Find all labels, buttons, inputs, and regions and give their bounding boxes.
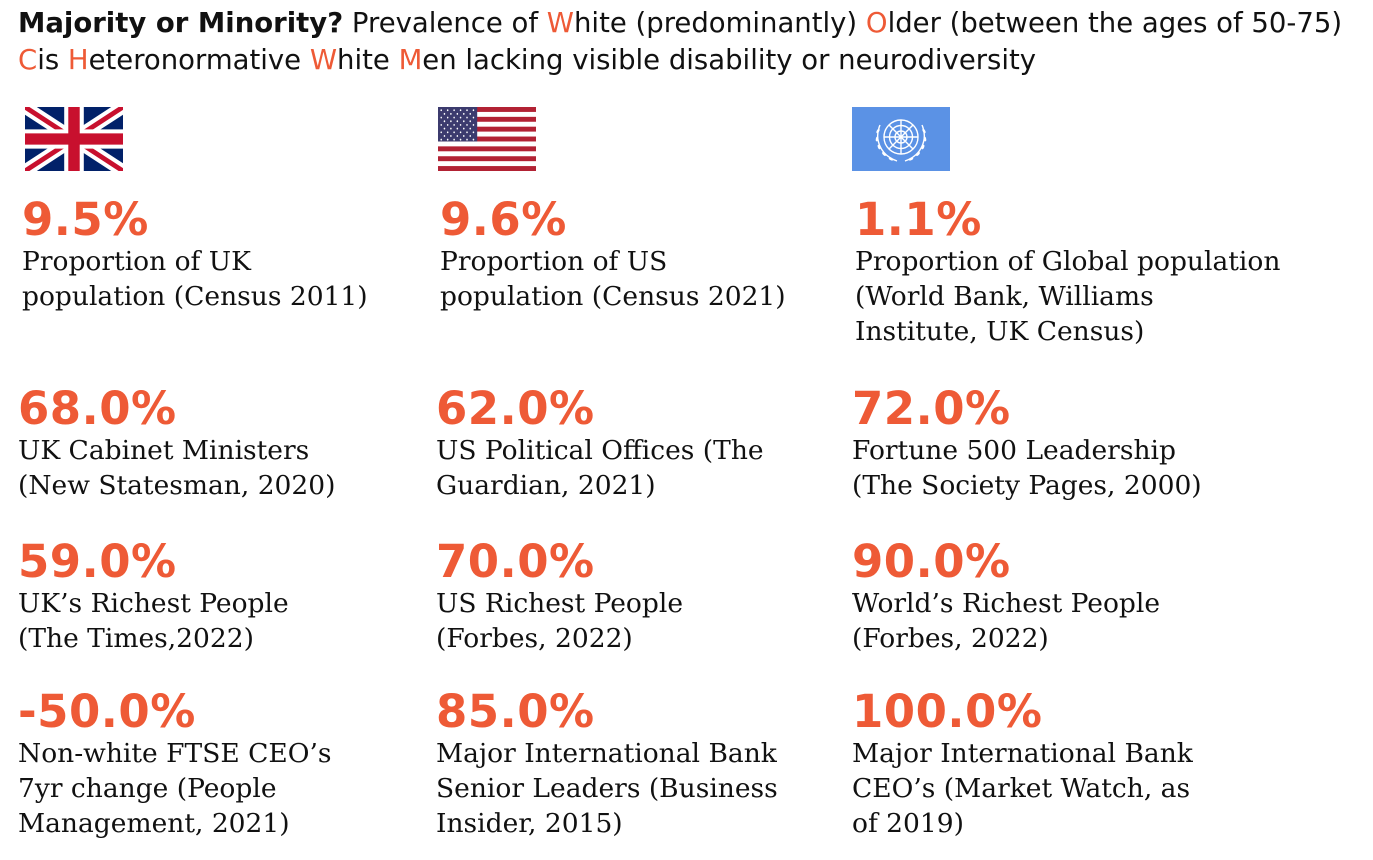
stat-bank-leaders: 85.0% Major International Bank Senior Lea… [436, 688, 836, 841]
title-part: hite [337, 44, 399, 76]
stat-label: Proportion of UK population (Census 2011) [22, 246, 368, 312]
title-highlight: M [398, 44, 423, 76]
stat-us-political: 62.0% US Political Offices (The Guardian,… [436, 385, 836, 503]
stat-value: 59.0% [18, 535, 177, 588]
stat-label: US Richest People (Forbes, 2022) [436, 588, 684, 654]
stat-value: 1.1% [855, 193, 982, 246]
page-title: Majority or Minority? Prevalence of Whit… [18, 5, 1358, 79]
stat-value: 9.5% [22, 193, 149, 246]
uk-flag-icon [25, 107, 123, 171]
stat-label: Major International Bank CEO’s (Market Wa… [852, 738, 1193, 839]
us-flag-icon [438, 107, 536, 171]
stat-label: Major International Bank Senior Leaders (… [436, 738, 778, 839]
stat-us-richest: 70.0% US Richest People (Forbes, 2022) [436, 538, 836, 656]
title-part: Prevalence of [343, 7, 547, 39]
title-bold: Majority or Minority? [18, 7, 344, 39]
stat-uk-population: 9.5% Proportion of UK population (Census … [22, 196, 422, 314]
un-flag-icon [852, 107, 950, 171]
title-highlight: C [18, 44, 38, 76]
stat-label: US Political Offices (The Guardian, 2021) [436, 435, 764, 501]
stat-uk-richest: 59.0% UK’s Richest People (The Times,2022… [18, 538, 418, 656]
stat-label: UK Cabinet Ministers (New Statesman, 2020… [18, 435, 336, 501]
title-part: eteronormative [88, 44, 310, 76]
title-highlight: H [67, 44, 89, 76]
stat-global-population: 1.1% Proportion of Global population (Wor… [855, 196, 1355, 349]
stat-uk-cabinet: 68.0% UK Cabinet Ministers (New Statesman… [18, 385, 418, 503]
stat-label: Fortune 500 Leadership (The Society Pages… [852, 435, 1202, 501]
title-highlight: O [865, 7, 888, 39]
stat-us-population: 9.6% Proportion of US population (Census … [440, 196, 840, 314]
title-part: hite (predominantly) [574, 7, 866, 39]
title-part: is [37, 44, 68, 76]
title-highlight: W [309, 44, 338, 76]
stat-world-richest: 90.0% World’s Richest People (Forbes, 202… [852, 538, 1352, 656]
stat-value: 68.0% [18, 382, 177, 435]
title-highlight: W [546, 7, 574, 39]
stat-label: Non-white FTSE CEO’s 7yr change (People Ma… [18, 738, 332, 839]
stat-value: 9.6% [440, 193, 567, 246]
title-part: lder (between the ages of 50-75) [887, 7, 1343, 39]
stat-value: 70.0% [436, 535, 595, 588]
stat-ftse-ceo: -50.0% Non-white FTSE CEO’s 7yr change (P… [18, 688, 418, 841]
stat-label: Proportion of US population (Census 2021) [440, 246, 786, 312]
stat-value: 62.0% [436, 382, 595, 435]
stat-label: World’s Richest People (Forbes, 2022) [852, 588, 1161, 654]
stat-value: -50.0% [18, 685, 196, 738]
stat-value: 90.0% [852, 535, 1011, 588]
stat-value: 100.0% [852, 685, 1043, 738]
stat-value: 85.0% [436, 685, 595, 738]
stat-bank-ceos: 100.0% Major International Bank CEO’s (Ma… [852, 688, 1352, 841]
stat-label: UK’s Richest People (The Times,2022) [18, 588, 289, 654]
stat-value: 72.0% [852, 382, 1011, 435]
stat-fortune-500: 72.0% Fortune 500 Leadership (The Society… [852, 385, 1352, 503]
title-part: en lacking visible disability or neurodi… [422, 44, 1037, 76]
stat-label: Proportion of Global population (World Ba… [855, 246, 1281, 347]
